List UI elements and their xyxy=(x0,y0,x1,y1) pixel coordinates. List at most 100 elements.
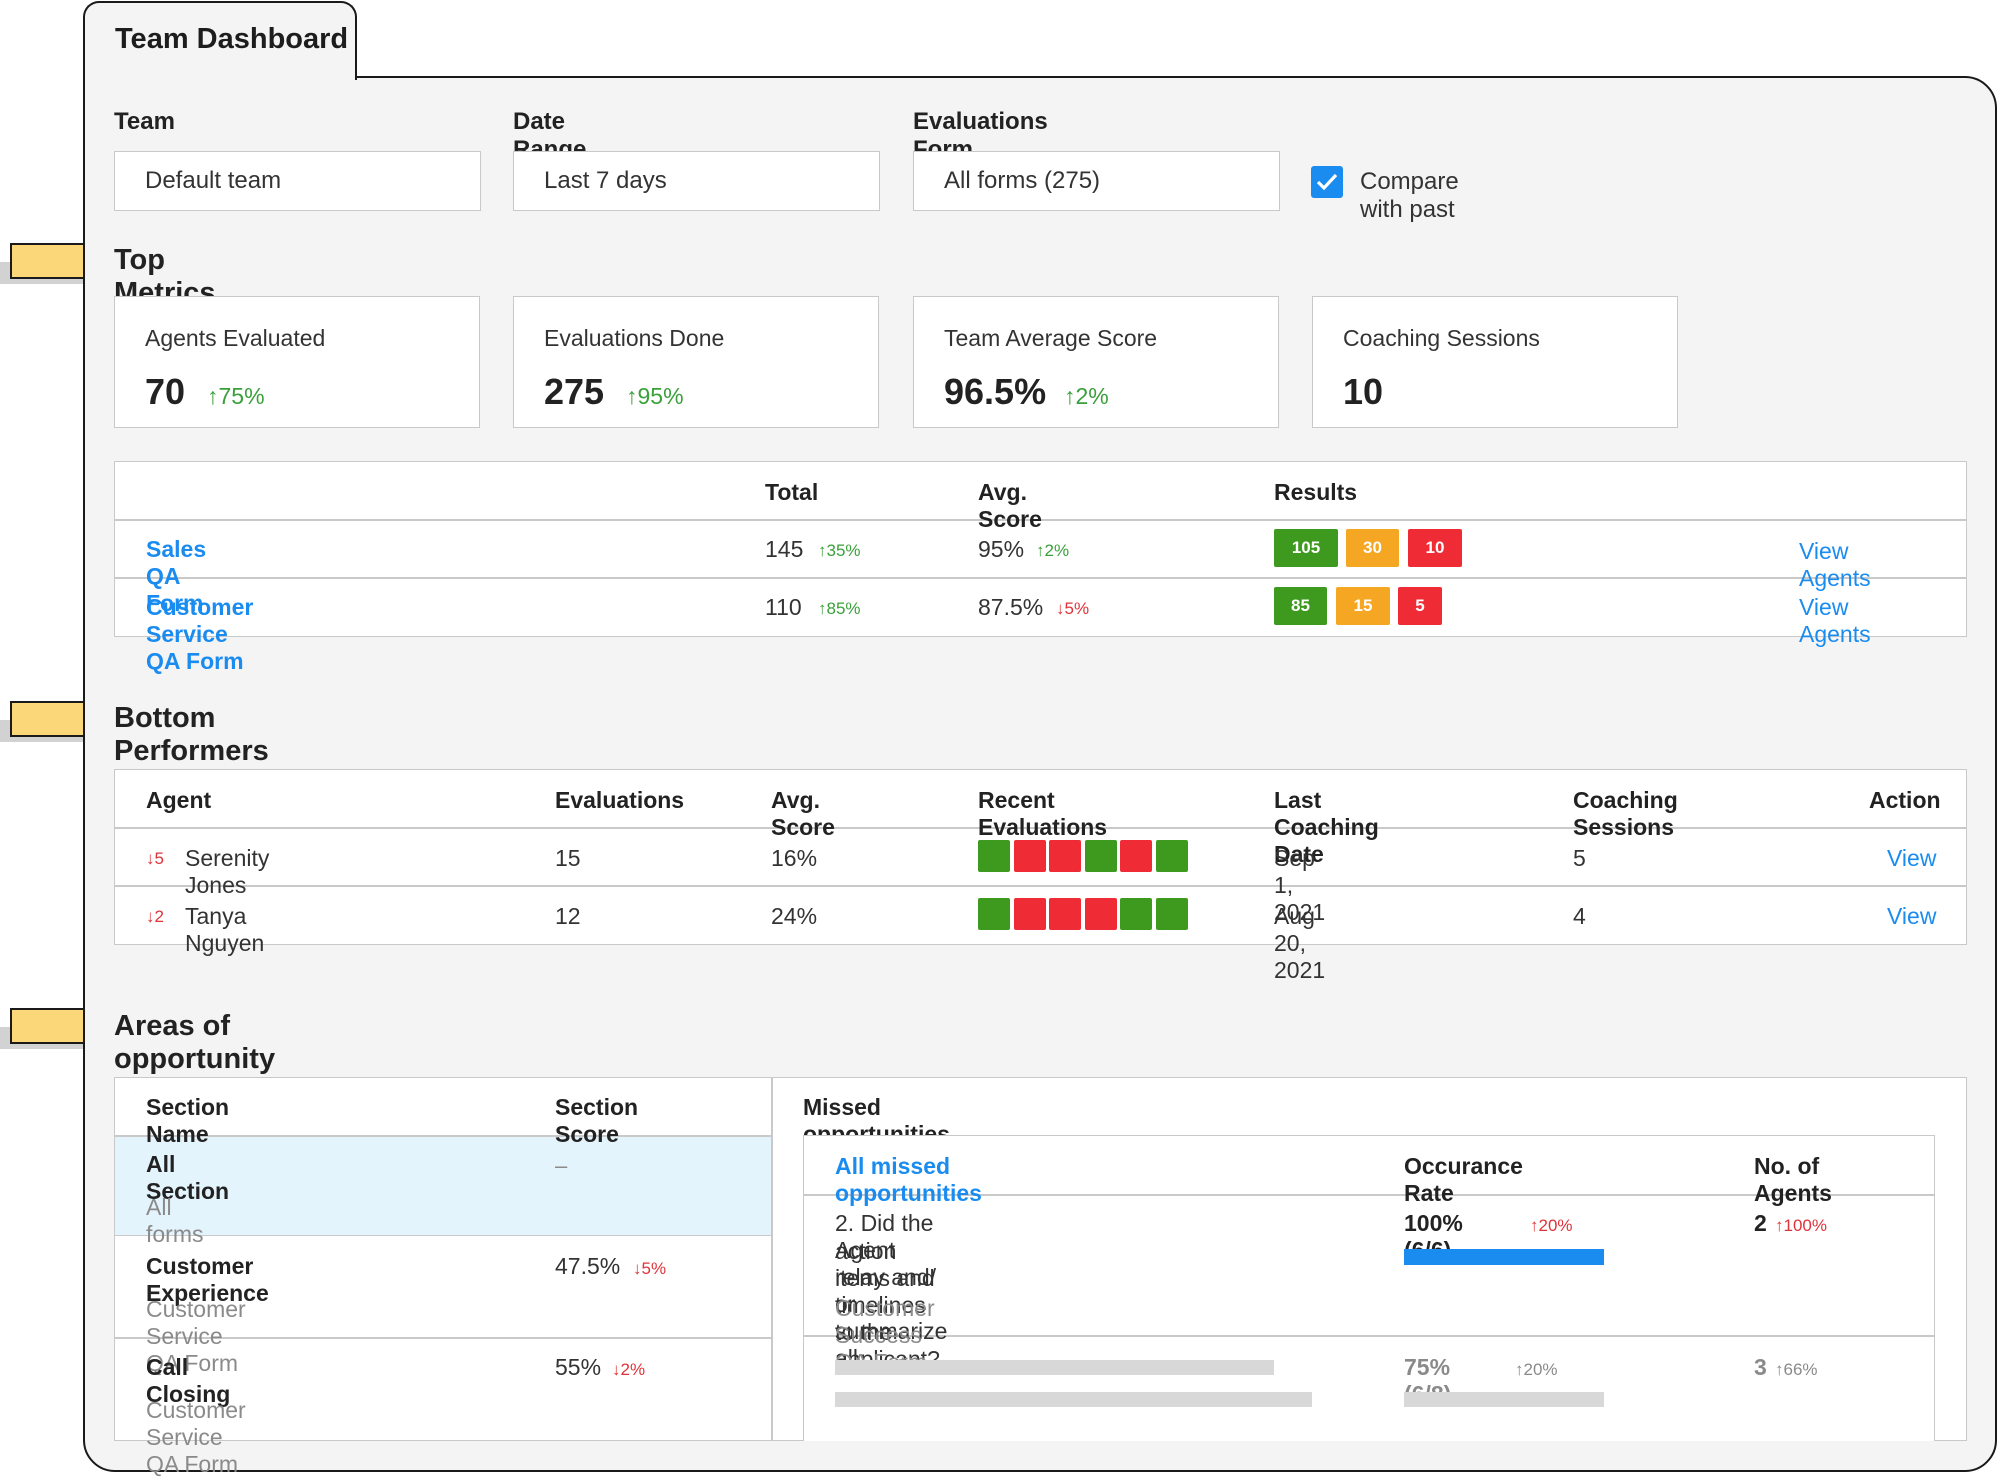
tab-label: Team Dashboard xyxy=(115,23,349,55)
agents-delta: ↑100% xyxy=(1775,1216,1827,1235)
header-coaching-sessions: Coaching Sessions xyxy=(1573,787,1678,840)
result-fail-count: 10 xyxy=(1408,529,1462,567)
metric-card-team-average-score: Team Average Score 96.5% ↑2% xyxy=(913,296,1279,428)
header-section-score: Section Score xyxy=(555,1094,639,1147)
header-occurance-rate: Occurance Rate xyxy=(1404,1153,1523,1206)
section-name: Call Closing xyxy=(146,1354,231,1407)
section-name: Customer Experience xyxy=(146,1253,269,1306)
total-value: 110 xyxy=(765,594,802,620)
divider xyxy=(115,577,1966,579)
metric-label: Evaluations Done xyxy=(544,325,725,351)
divider xyxy=(804,1335,1934,1337)
view-agents-link[interactable]: View Agents xyxy=(1799,594,1871,647)
tab-team-dashboard[interactable]: Team Dashboard xyxy=(83,1,357,80)
divider xyxy=(115,519,1966,521)
all-missed-opportunities-link[interactable]: All missed opportunities xyxy=(835,1153,982,1206)
result-pass-count: 85 xyxy=(1274,587,1327,625)
coaching-sessions-value: 5 xyxy=(1573,845,1586,871)
evaluations-form-select[interactable]: All forms (275) xyxy=(913,151,1280,211)
missed-opportunities-table xyxy=(803,1135,1935,1441)
result-warn-count: 15 xyxy=(1336,587,1390,625)
question-form: Customer Success QA Form xyxy=(835,1295,935,1375)
areas-of-opportunity-title: Areas of opportunity xyxy=(114,1010,276,1075)
evaluation-result-square xyxy=(978,898,1010,930)
evaluations-value: 15 xyxy=(555,845,581,871)
occurance-rate-fill xyxy=(1404,1249,1604,1265)
last-coaching-date: Sep 1, 2021 xyxy=(1274,845,1326,925)
avg-score-value: 24% xyxy=(771,903,818,929)
agent-name: Tanya Nguyen xyxy=(185,903,265,956)
divider xyxy=(115,885,1966,887)
column-divider xyxy=(771,1078,773,1440)
divider xyxy=(115,1337,771,1339)
result-warn-count: 30 xyxy=(1346,529,1399,567)
metric-card-agents-evaluated: Agents Evaluated 70 ↑75% xyxy=(114,296,480,428)
section-score: 47.5% xyxy=(555,1253,621,1279)
section-score: 55% xyxy=(555,1354,602,1380)
agents-delta: ↑66% xyxy=(1775,1360,1818,1379)
section-name: All Section xyxy=(146,1151,230,1204)
forms-table xyxy=(114,461,1967,637)
divider xyxy=(115,827,1966,829)
form-link-sales-qa[interactable]: Sales QA Form xyxy=(146,536,207,616)
section-score-delta: ↓2% xyxy=(612,1360,646,1379)
header-results: Results xyxy=(1274,479,1358,505)
header-section-name: Section Name xyxy=(146,1094,230,1147)
team-select[interactable]: Default team xyxy=(114,151,481,211)
avg-score-delta: ↑2% xyxy=(1036,541,1070,560)
header-evaluations: Evaluations xyxy=(555,787,685,813)
evaluations-value: 12 xyxy=(555,903,581,929)
evaluation-result-square xyxy=(1155,840,1188,872)
section-score: – xyxy=(555,1153,568,1178)
divider xyxy=(115,1135,771,1137)
divider xyxy=(804,1194,1934,1196)
coaching-sessions-value: 4 xyxy=(1573,903,1586,929)
metric-label: Agents Evaluated xyxy=(145,325,326,351)
avg-score-delta: ↓5% xyxy=(1056,599,1090,618)
checkmark-icon xyxy=(1316,173,1338,191)
occurance-rate-delta: ↑20% xyxy=(1530,1216,1573,1235)
skeleton-text-line xyxy=(835,1392,1312,1407)
question-text-line: 2. Did the Agent relay and/ or summarize… xyxy=(835,1210,948,1371)
metric-label: Coaching Sessions xyxy=(1343,325,1540,351)
rank-delta: ↓5 xyxy=(146,849,164,868)
view-agents-link[interactable]: View Agents xyxy=(1799,538,1871,591)
view-link[interactable]: View xyxy=(1887,903,1937,929)
team-label: Team xyxy=(114,108,175,135)
metric-card-coaching-sessions: Coaching Sessions 10 xyxy=(1312,296,1678,428)
evaluation-result-square xyxy=(978,840,1010,872)
metric-label: Team Average Score xyxy=(944,325,1158,351)
section-form: Customer Service QA Form xyxy=(146,1296,246,1376)
rank-delta: ↓2 xyxy=(146,907,164,926)
total-value: 145 xyxy=(765,536,804,562)
section-form: All forms xyxy=(146,1194,204,1247)
total-delta: ↑35% xyxy=(818,541,861,560)
bottom-performers-title: Bottom Performers xyxy=(114,702,269,767)
agent-name: Serenity Jones xyxy=(185,845,270,898)
header-avg-score: Avg. Score xyxy=(978,479,1042,532)
skeleton-bar xyxy=(1404,1392,1604,1407)
header-total: Total xyxy=(765,479,819,505)
metric-delta: ↑95% xyxy=(626,383,684,409)
view-link[interactable]: View xyxy=(1887,845,1937,871)
evaluation-result-square xyxy=(1013,840,1046,872)
date-range-select[interactable]: Last 7 days xyxy=(513,151,880,211)
section-row-selected-bg xyxy=(115,1136,771,1236)
evaluation-result-square xyxy=(1155,898,1188,930)
question-text-line: action items and timelines to the applic… xyxy=(835,1238,940,1372)
last-coaching-date: Aug 20, 2021 xyxy=(1274,903,1326,983)
evaluation-result-square xyxy=(1013,898,1046,930)
compare-checkbox[interactable] xyxy=(1311,166,1343,198)
header-last-coaching-date: Last Coaching Date xyxy=(1274,787,1379,867)
skeleton-text-line xyxy=(835,1360,1274,1375)
agents-count: 3 xyxy=(1754,1354,1767,1380)
compare-label: Compare with past xyxy=(1360,168,1459,223)
total-delta: ↑85% xyxy=(818,599,861,618)
evaluations-form-label: Evaluations Form xyxy=(913,108,1048,163)
agents-count: 2 xyxy=(1754,1210,1767,1236)
header-action: Action xyxy=(1869,787,1941,813)
occurance-rate-bar xyxy=(1404,1249,1604,1265)
form-link-customer-service-qa[interactable]: Customer Service QA Form xyxy=(146,594,254,674)
metric-value: 10 xyxy=(1343,371,1384,412)
evaluation-result-square xyxy=(1049,840,1081,872)
